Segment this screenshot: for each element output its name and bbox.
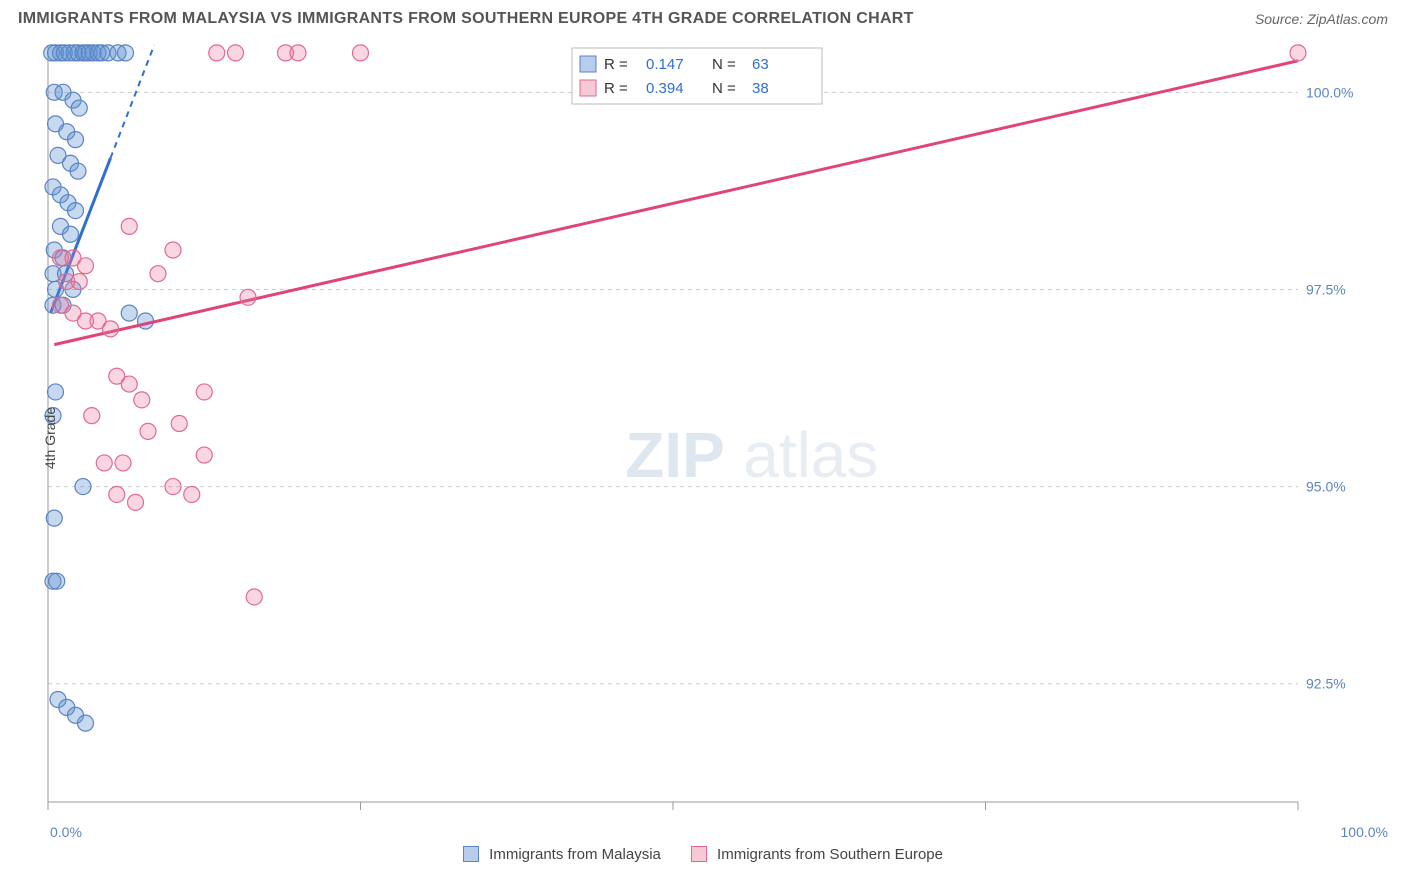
legend-swatch-southern-europe — [691, 846, 707, 862]
svg-text:N =: N = — [712, 80, 736, 97]
svg-text:0.394: 0.394 — [646, 80, 684, 97]
svg-text:atlas: atlas — [743, 419, 878, 491]
chart-header: IMMIGRANTS FROM MALAYSIA VS IMMIGRANTS F… — [0, 0, 1406, 36]
series-legend: Immigrants from Malaysia Immigrants from… — [0, 846, 1406, 863]
scatter-chart: 92.5% 95.0% 97.5% 100.0% ZIPatlas R = 0.147 N =… — [40, 40, 1370, 820]
y-axis-label: 4th Grade — [42, 407, 58, 469]
svg-text:92.5%: 92.5% — [1306, 676, 1346, 692]
svg-text:0.147: 0.147 — [646, 56, 684, 73]
source-attribution: Source: ZipAtlas.com — [1255, 11, 1388, 27]
x-axis-max-label: 100.0% — [1341, 824, 1388, 840]
x-axis-min-label: 0.0% — [50, 824, 82, 840]
legend-label-southern-europe: Immigrants from Southern Europe — [717, 846, 943, 863]
svg-text:ZIP: ZIP — [625, 419, 725, 491]
svg-text:97.5%: 97.5% — [1306, 281, 1346, 297]
chart-title: IMMIGRANTS FROM MALAYSIA VS IMMIGRANTS F… — [18, 10, 914, 28]
svg-text:100.0%: 100.0% — [1306, 84, 1353, 100]
svg-text:N =: N = — [712, 56, 736, 73]
legend-swatch-malaysia — [463, 846, 479, 862]
legend-item-southern-europe: Immigrants from Southern Europe — [691, 846, 943, 863]
svg-text:63: 63 — [752, 56, 769, 73]
x-axis-end-labels: 0.0% 100.0% — [50, 824, 1388, 840]
svg-text:95.0%: 95.0% — [1306, 479, 1346, 495]
svg-text:R =: R = — [604, 56, 628, 73]
svg-text:R =: R = — [604, 80, 628, 97]
legend-label-malaysia: Immigrants from Malaysia — [489, 846, 661, 863]
svg-text:38: 38 — [752, 80, 769, 97]
legend-item-malaysia: Immigrants from Malaysia — [463, 846, 661, 863]
chart-area: 4th Grade 92.5% 95.0% 97.5% 100.0% ZIPatlas R… — [40, 40, 1388, 820]
